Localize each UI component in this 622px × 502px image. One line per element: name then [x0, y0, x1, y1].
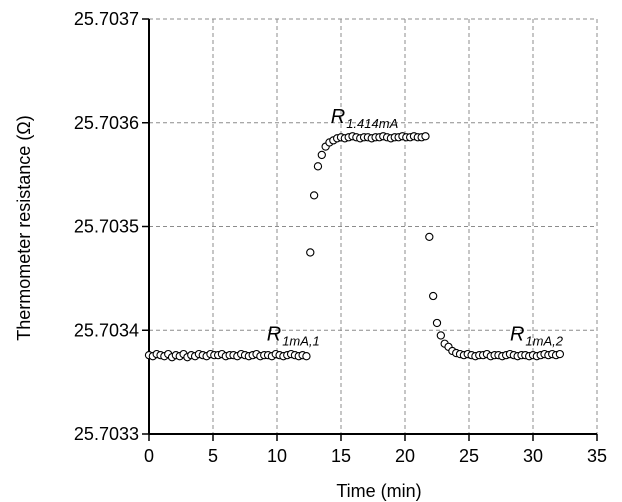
- data-point: [555, 349, 565, 359]
- y-tick-label: 25.7037: [74, 9, 139, 29]
- data-point: [302, 352, 311, 361]
- y-axis-label: Thermometer resistance (Ω): [14, 115, 34, 341]
- data-point: [425, 232, 434, 242]
- x-tick-label: 20: [395, 446, 415, 466]
- annotations: R1mA,1 R1.414mA R1mA,2: [267, 106, 564, 349]
- x-tick-label: 35: [587, 446, 607, 466]
- data-point: [313, 162, 323, 171]
- y-tick-label: 25.7036: [74, 113, 139, 133]
- x-tick-label: 15: [331, 446, 351, 466]
- data-point: [429, 291, 438, 301]
- x-axis-label: Time (min): [336, 481, 421, 501]
- series-annotation: R1.414mA: [331, 106, 399, 131]
- x-tick-label: 30: [523, 446, 543, 466]
- data-point: [317, 150, 326, 160]
- grid-layer: [149, 18, 598, 434]
- x-tick-label: 25: [459, 446, 479, 466]
- x-tick-label: 10: [267, 446, 287, 466]
- data-point: [309, 191, 319, 200]
- series-annotation: R1mA,1: [267, 324, 320, 349]
- tick-labels: 0 5 10 15 20 25 30 35 25.7033 25.7034 25.7035 25.70…: [74, 9, 607, 466]
- data-point: [432, 318, 442, 328]
- y-tick-label: 25.7035: [74, 217, 139, 237]
- x-tick-label: 5: [208, 446, 218, 466]
- y-tick-label: 25.7033: [74, 424, 139, 444]
- axes-layer: [142, 18, 598, 441]
- y-tick-label: 25.7034: [74, 320, 139, 340]
- data-point: [421, 132, 430, 141]
- data-points: [144, 132, 565, 362]
- data-point: [436, 331, 445, 340]
- x-tick-label: 0: [144, 446, 154, 466]
- series-annotation: R1mA,2: [510, 324, 564, 349]
- data-point: [306, 248, 315, 257]
